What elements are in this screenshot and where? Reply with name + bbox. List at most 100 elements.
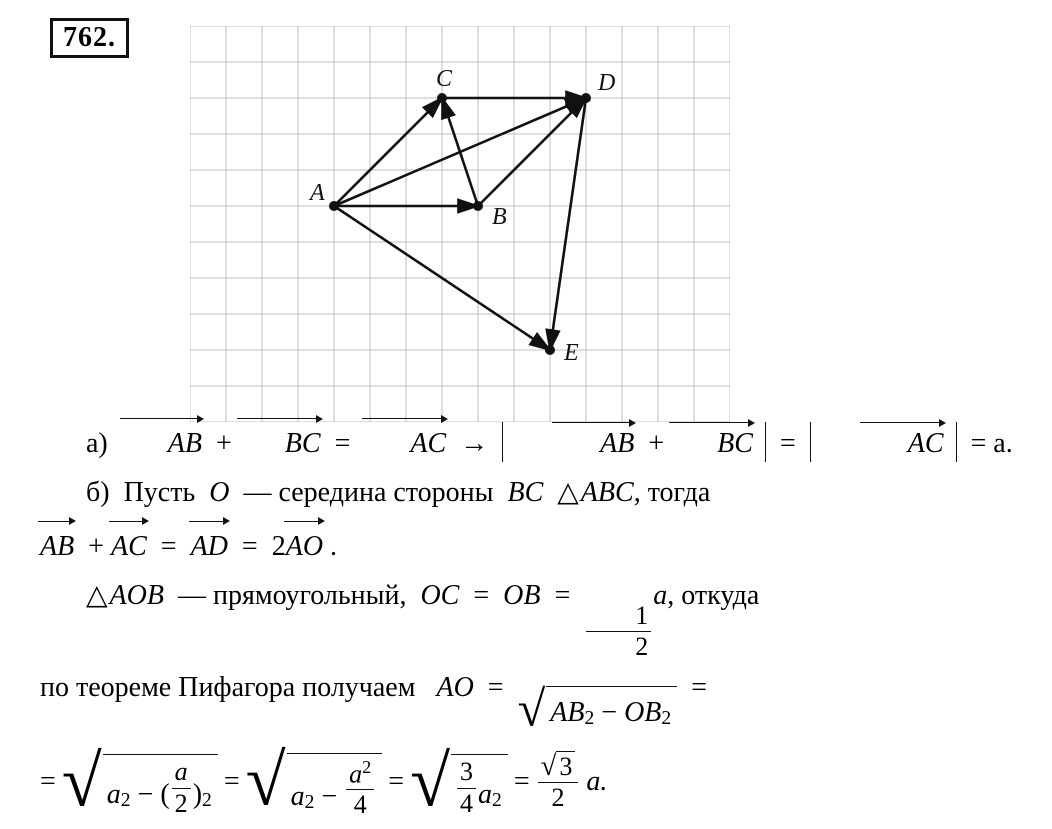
sqrt3-body: a2 − a2 4: [287, 753, 383, 821]
rad-4: √: [410, 753, 451, 827]
ffd: 2: [549, 785, 568, 811]
vec-AC: AC: [364, 418, 446, 465]
ffn: √3: [538, 752, 579, 781]
eq-2: =: [780, 428, 796, 459]
eq-11: =: [388, 760, 404, 803]
half-num: 1: [586, 603, 651, 629]
part-a-label: а): [86, 428, 115, 459]
sqrt-1: √ AB2 − OB2: [518, 680, 678, 736]
line-d-1: по теореме Пифагора получаем AO = √ AB2 …: [40, 666, 1020, 737]
a4-sup: 2: [492, 786, 502, 816]
solution-text: а) AB + BC = AC → AB + BC = AC = a. б) П…: [40, 418, 1020, 820]
seg-OB: OB: [503, 580, 540, 611]
a-1: a: [653, 580, 667, 611]
pt-O: O: [209, 477, 229, 508]
eq-8: =: [691, 672, 707, 703]
lpar: (: [160, 773, 169, 816]
eq-12: =: [514, 760, 530, 803]
seg-OC: OC: [420, 580, 459, 611]
eq-6: =: [554, 580, 570, 611]
abs-AC: AC: [810, 422, 957, 462]
page-root: 762. ABCDE а) AB + BC = AC → AB + BC = A…: [0, 0, 1052, 816]
line-b-2: AB + AC = AD = 2AO .: [40, 521, 1020, 568]
rad-2: √: [62, 753, 103, 827]
sqrt-3: √ a2 − a2 4: [246, 743, 383, 821]
rad-1: √: [518, 688, 547, 744]
eq-a: = a.: [971, 428, 1013, 459]
f34n: 3: [457, 759, 476, 785]
txt-pyth: по теореме Пифагора получаем: [40, 672, 415, 703]
impl-arrow: →: [460, 428, 488, 459]
AB2: AB: [550, 691, 584, 734]
tri-AOB: AOB: [86, 580, 164, 611]
a3-sup: 2: [305, 788, 315, 818]
svg-text:B: B: [492, 204, 507, 230]
problem-number-box: 762.: [50, 18, 129, 58]
par-sup: 2: [202, 786, 212, 816]
OB2-sup: 2: [661, 704, 671, 734]
vec-BC: BC: [239, 418, 321, 465]
eq-4: =: [242, 531, 258, 562]
sqrt1-body: AB2 − OB2: [546, 686, 677, 736]
seg-AO: AO: [436, 672, 473, 703]
a24d: 4: [351, 792, 370, 818]
a2n: a: [172, 759, 191, 785]
seg-BC: BC: [507, 477, 543, 508]
a24n: a2: [346, 758, 374, 788]
vector-diagram: ABCDE: [190, 26, 730, 422]
ffn-3: 3: [556, 751, 575, 781]
tri-ABC: ABC: [557, 477, 633, 508]
txt-then: , тогда: [634, 477, 711, 508]
eq-10: =: [224, 760, 240, 803]
rad-3: √: [246, 751, 287, 829]
a3: a: [291, 775, 305, 818]
frac-final: √3 2: [538, 752, 579, 812]
plus-1: +: [209, 428, 232, 459]
svg-text:A: A: [308, 180, 325, 206]
abs-sum: AB + BC: [502, 422, 766, 462]
OB2: OB: [624, 691, 661, 734]
line-c: AOB — прямоугольный, OC = OB = 1 2 a, от…: [40, 574, 1020, 660]
frac-a2: a 2: [172, 759, 191, 816]
two: 2: [272, 531, 286, 562]
vec-AD: AD: [191, 521, 228, 568]
txt-right: — прямоугольный,: [178, 580, 406, 611]
final-a: a.: [586, 760, 607, 803]
eq-9: =: [40, 760, 56, 803]
plus-2: +: [641, 428, 664, 459]
vec-AC-3: AC: [111, 521, 147, 568]
AB2-sup: 2: [584, 704, 594, 734]
a2-1-sup: 2: [121, 786, 131, 816]
txt-let: Пусть: [124, 477, 196, 508]
sqrt-4: √ 3 4 a2: [410, 744, 508, 818]
vec-AB-3: AB: [40, 521, 74, 568]
a24n-a: a: [349, 759, 362, 788]
eq-7: =: [488, 672, 504, 703]
minus-1: −: [601, 691, 617, 734]
sqrt-2: √ a2 − ( a 2 )2: [62, 744, 218, 818]
half-den: 2: [586, 634, 651, 660]
line-d-2: = √ a2 − ( a 2 )2 = √: [40, 743, 1020, 821]
svg-text:C: C: [436, 66, 453, 92]
vec-AB-2: AB: [554, 422, 634, 462]
a2-1: a: [107, 773, 121, 816]
ffn-rad: √: [541, 750, 557, 782]
vec-AB: AB: [122, 418, 202, 465]
sqrt4-body: 3 4 a2: [451, 754, 508, 818]
dot-1: .: [330, 531, 337, 562]
problem-number: 762.: [63, 22, 116, 53]
vec-AO: AO: [286, 521, 323, 568]
frac-half: 1 2: [586, 603, 651, 660]
sqrt2-body: a2 − ( a 2 )2: [103, 754, 218, 818]
a4: a: [478, 773, 492, 816]
frac-a24: a2 4: [346, 758, 374, 819]
line-a: а) AB + BC = AC → AB + BC = AC = a.: [40, 418, 1020, 465]
vec-BC-2: BC: [671, 422, 753, 462]
f34d: 4: [457, 791, 476, 817]
eq-3: =: [161, 531, 177, 562]
svg-text:D: D: [597, 70, 615, 96]
plus-3: +: [81, 531, 104, 562]
frac-34: 3 4: [457, 759, 476, 816]
minus-3: −: [321, 775, 337, 818]
rpar: ): [193, 773, 202, 816]
